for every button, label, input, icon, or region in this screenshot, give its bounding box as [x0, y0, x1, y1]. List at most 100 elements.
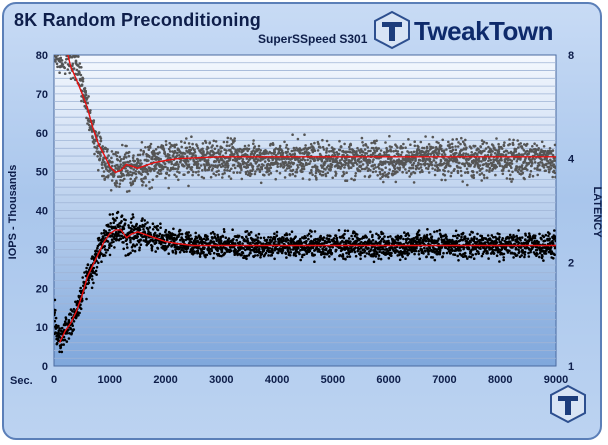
scatter-point — [360, 136, 364, 140]
scatter-point — [139, 148, 143, 152]
scatter-point — [288, 246, 291, 249]
scatter-point — [346, 255, 349, 258]
scatter-point — [62, 48, 65, 51]
scatter-point — [152, 149, 156, 153]
scatter-point — [56, 44, 59, 47]
scatter-point — [481, 142, 485, 146]
scatter-point — [500, 159, 503, 162]
scatter-point — [213, 152, 216, 155]
scatter-point — [250, 172, 253, 176]
scatter-point — [143, 219, 146, 222]
scatter-point — [310, 171, 313, 174]
scatter-point — [209, 252, 212, 256]
scatter-point — [248, 233, 251, 237]
scatter-point — [265, 150, 268, 153]
scatter-point — [59, 345, 63, 349]
scatter-point — [524, 238, 527, 241]
scatter-point — [129, 240, 132, 244]
scatter-point — [138, 248, 141, 252]
scatter-point — [122, 247, 125, 251]
scatter-point — [109, 168, 113, 172]
scatter-point — [295, 146, 298, 150]
scatter-point — [60, 350, 64, 354]
scatter-point — [99, 154, 102, 158]
scatter-point — [262, 249, 266, 252]
scatter-point — [537, 240, 540, 244]
scatter-point — [150, 249, 154, 252]
scatter-point — [484, 147, 488, 150]
scatter-point — [57, 324, 60, 328]
scatter-point — [171, 251, 175, 254]
scatter-point — [449, 164, 452, 168]
scatter-point — [69, 52, 72, 55]
scatter-point — [55, 341, 59, 345]
scatter-point — [129, 170, 132, 174]
scatter-point — [156, 145, 160, 149]
scatter-point — [411, 159, 414, 162]
scatter-point — [342, 172, 346, 176]
scatter-point — [189, 234, 192, 237]
scatter-point — [157, 234, 161, 238]
scatter-point — [514, 147, 518, 151]
scatter-point — [502, 153, 505, 157]
scatter-point — [498, 236, 501, 239]
scatter-point — [465, 146, 468, 149]
scatter-point — [333, 240, 337, 244]
scatter-point — [472, 257, 476, 261]
scatter-point — [515, 234, 518, 238]
scatter-point — [383, 235, 386, 238]
scatter-point — [424, 239, 428, 243]
scatter-point — [343, 232, 346, 236]
scatter-point — [453, 167, 456, 171]
scatter-point — [109, 189, 113, 192]
scatter-point — [413, 171, 417, 175]
scatter-point — [240, 168, 243, 172]
scatter-point — [444, 178, 447, 182]
scatter-point — [214, 165, 217, 168]
scatter-point — [369, 230, 372, 234]
scatter-point — [142, 239, 145, 242]
scatter-point — [219, 150, 223, 153]
scatter-point — [253, 254, 257, 257]
scatter-point — [217, 148, 220, 152]
scatter-point — [266, 168, 269, 172]
scatter-point — [538, 251, 542, 255]
scatter-point — [418, 257, 422, 261]
scatter-point — [109, 222, 112, 225]
scatter-point — [81, 77, 85, 81]
scatter-point — [218, 152, 222, 155]
scatter-point — [60, 326, 64, 330]
scatter-point — [300, 241, 304, 245]
scatter-point — [505, 149, 509, 153]
scatter-point — [545, 248, 548, 252]
scatter-point — [436, 166, 440, 170]
scatter-point — [114, 219, 117, 222]
scatter-point — [186, 245, 190, 248]
scatter-point — [245, 230, 249, 233]
scatter-point — [164, 143, 168, 146]
scatter-point — [226, 162, 229, 165]
scatter-point — [363, 249, 367, 252]
scatter-point — [54, 298, 57, 302]
scatter-point — [220, 146, 224, 150]
scatter-point — [486, 234, 490, 237]
scatter-point — [378, 167, 381, 170]
scatter-point — [487, 145, 490, 149]
scatter-point — [125, 144, 128, 148]
scatter-point — [400, 159, 404, 163]
scatter-point — [168, 153, 171, 157]
brand-name: TweakTown — [414, 16, 554, 46]
scatter-point — [427, 238, 431, 241]
scatter-point — [345, 158, 348, 161]
scatter-point — [363, 148, 367, 151]
scatter-point — [204, 255, 207, 259]
scatter-point — [126, 169, 129, 173]
scatter-point — [464, 237, 468, 240]
scatter-point — [475, 171, 479, 174]
scatter-point — [127, 150, 131, 154]
scatter-point — [407, 138, 410, 141]
scatter-point — [281, 151, 285, 155]
scatter-point — [325, 147, 329, 150]
scatter-point — [477, 148, 480, 151]
scatter-point — [499, 164, 502, 167]
